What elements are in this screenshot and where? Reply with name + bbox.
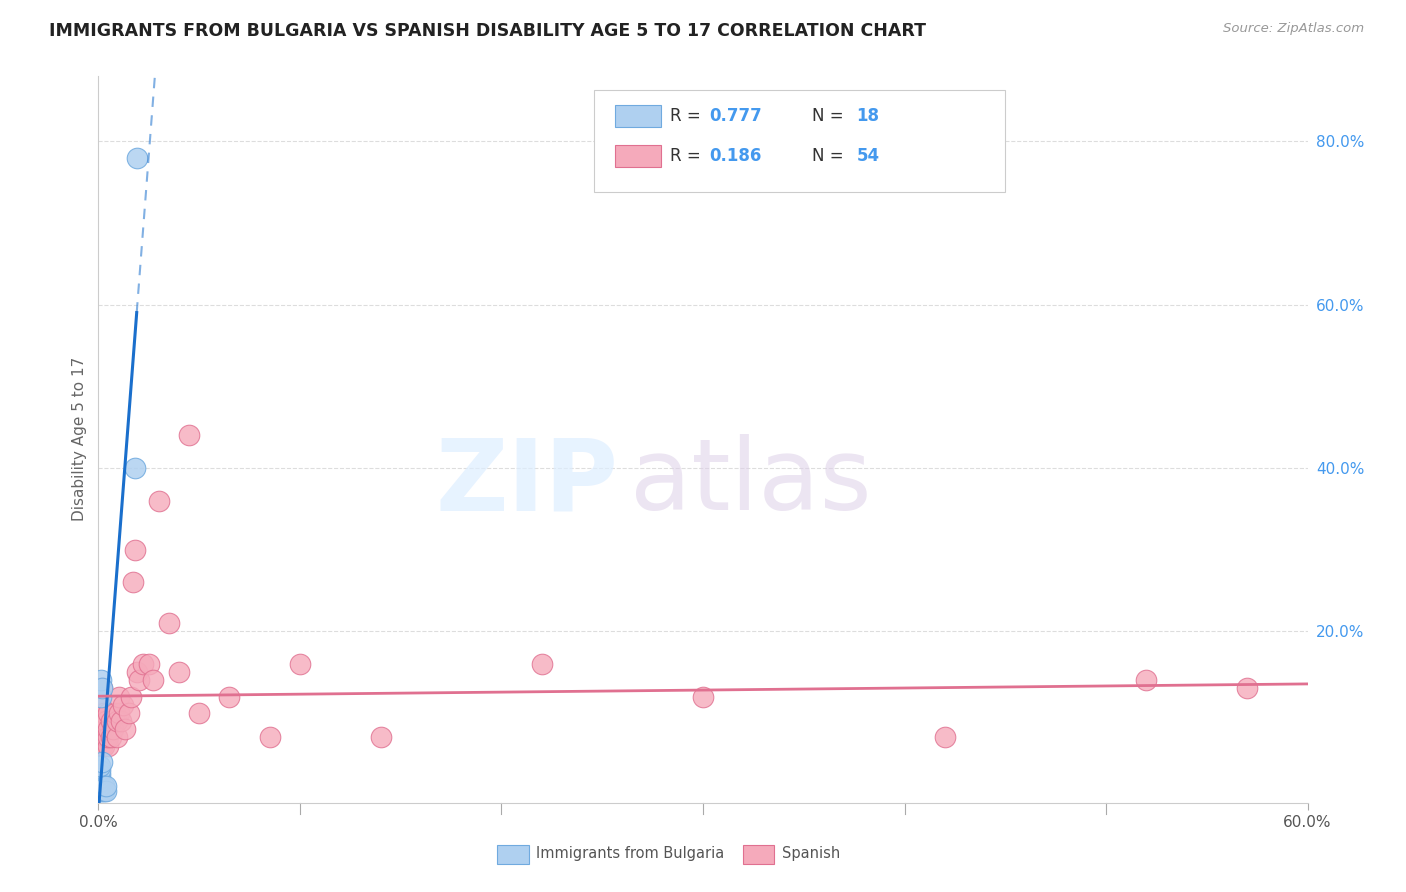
- Point: [179, 428, 201, 442]
- Bar: [742, 845, 775, 863]
- Point: [89, 772, 111, 786]
- Point: [97, 731, 120, 745]
- Point: [107, 706, 129, 720]
- Point: [87, 723, 110, 737]
- Point: [370, 731, 392, 745]
- Point: [142, 673, 165, 688]
- Point: [110, 714, 132, 728]
- Point: [114, 723, 136, 737]
- Text: 0.777: 0.777: [709, 107, 762, 125]
- Y-axis label: Disability Age 5 to 17: Disability Age 5 to 17: [72, 357, 87, 522]
- Point: [138, 657, 160, 671]
- Point: [530, 657, 553, 671]
- Point: [96, 714, 118, 728]
- Point: [132, 657, 155, 671]
- Point: [1135, 673, 1157, 688]
- Point: [90, 673, 112, 688]
- Point: [89, 763, 111, 777]
- Point: [89, 731, 111, 745]
- Point: [188, 706, 211, 720]
- Point: [100, 731, 122, 745]
- Point: [96, 731, 118, 745]
- Text: N =: N =: [811, 107, 844, 125]
- Point: [89, 783, 111, 797]
- Point: [96, 780, 118, 794]
- Point: [100, 714, 122, 728]
- Point: [91, 783, 114, 797]
- Point: [111, 698, 134, 712]
- Point: [218, 690, 240, 704]
- Point: [93, 723, 115, 737]
- Point: [89, 690, 111, 704]
- Bar: [614, 105, 661, 127]
- FancyBboxPatch shape: [595, 90, 1005, 192]
- Point: [120, 690, 142, 704]
- Point: [89, 775, 111, 789]
- Point: [89, 780, 111, 794]
- Text: 18: 18: [856, 107, 880, 125]
- Point: [87, 690, 110, 704]
- Point: [148, 493, 170, 508]
- Point: [89, 706, 111, 720]
- Bar: [614, 145, 661, 167]
- Text: Source: ZipAtlas.com: Source: ZipAtlas.com: [1223, 22, 1364, 36]
- Point: [103, 706, 125, 720]
- Point: [121, 575, 143, 590]
- Point: [89, 767, 111, 781]
- Point: [124, 542, 146, 557]
- Point: [107, 690, 129, 704]
- Point: [125, 151, 148, 165]
- Point: [1236, 681, 1258, 696]
- Text: ZIP: ZIP: [436, 434, 619, 532]
- Text: IMMIGRANTS FROM BULGARIA VS SPANISH DISABILITY AGE 5 TO 17 CORRELATION CHART: IMMIGRANTS FROM BULGARIA VS SPANISH DISA…: [49, 22, 927, 40]
- Point: [259, 731, 281, 745]
- Bar: [498, 845, 529, 863]
- Point: [91, 739, 114, 753]
- Point: [96, 783, 118, 797]
- Point: [91, 723, 114, 737]
- Point: [90, 690, 112, 704]
- Point: [288, 657, 311, 671]
- Point: [101, 723, 124, 737]
- Text: R =: R =: [671, 147, 702, 165]
- Text: N =: N =: [811, 147, 844, 165]
- Point: [91, 755, 114, 769]
- Point: [934, 731, 956, 745]
- Point: [93, 739, 115, 753]
- Point: [97, 706, 120, 720]
- Point: [97, 723, 120, 737]
- Point: [105, 731, 128, 745]
- Text: R =: R =: [671, 107, 702, 125]
- Point: [89, 714, 111, 728]
- Point: [118, 706, 141, 720]
- Point: [167, 665, 190, 679]
- Text: Immigrants from Bulgaria: Immigrants from Bulgaria: [536, 847, 724, 861]
- Point: [93, 706, 115, 720]
- Text: 54: 54: [856, 147, 880, 165]
- Text: 0.186: 0.186: [709, 147, 762, 165]
- Point: [97, 739, 120, 753]
- Point: [105, 714, 128, 728]
- Point: [128, 673, 150, 688]
- Point: [157, 616, 180, 631]
- Point: [91, 681, 114, 696]
- Point: [93, 780, 115, 794]
- Point: [692, 690, 714, 704]
- Point: [91, 681, 114, 696]
- Point: [89, 759, 111, 773]
- Point: [87, 706, 110, 720]
- Text: Spanish: Spanish: [782, 847, 839, 861]
- Point: [93, 783, 115, 797]
- Point: [125, 665, 148, 679]
- Text: atlas: atlas: [630, 434, 872, 532]
- Point: [124, 461, 146, 475]
- Point: [91, 714, 114, 728]
